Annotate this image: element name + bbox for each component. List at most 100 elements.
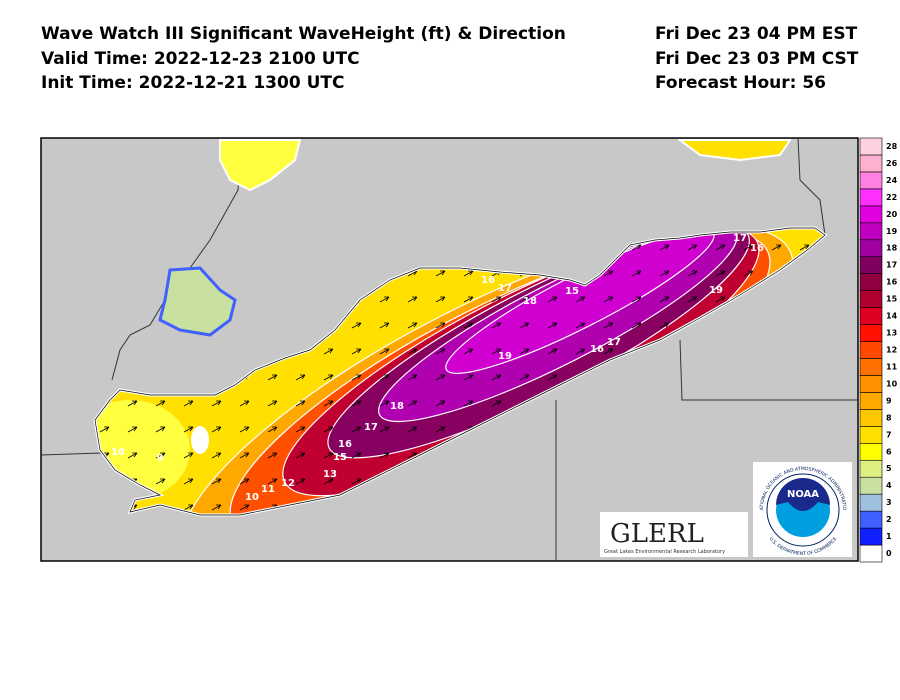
wave-direction-arrow bbox=[183, 478, 194, 485]
colorbar-label: 6 bbox=[886, 447, 892, 456]
wave-direction-arrow bbox=[519, 296, 530, 303]
colorbar-swatch bbox=[859, 341, 883, 359]
wave-direction-arrow bbox=[575, 322, 586, 329]
contour-label: 17 bbox=[733, 233, 747, 244]
wave-direction-arrow bbox=[127, 452, 138, 459]
colorbar-swatch bbox=[859, 239, 883, 258]
wave-direction-arrow bbox=[491, 374, 502, 381]
wave-direction-arrow bbox=[183, 452, 194, 459]
colorbar-swatch bbox=[859, 256, 883, 274]
wave-direction-arrow bbox=[155, 400, 166, 407]
wave-direction-arrow bbox=[351, 452, 362, 459]
wave-direction-arrow bbox=[295, 478, 306, 485]
wave-direction-arrow bbox=[463, 270, 474, 277]
valid-time: Valid Time: 2022-12-23 2100 UTC bbox=[41, 49, 360, 69]
local-time: Fri Dec 23 03 PM CST bbox=[655, 49, 859, 69]
glerl-logo: GLERL Great Lakes Environmental Research… bbox=[600, 512, 748, 557]
wave-direction-arrow bbox=[687, 296, 698, 303]
wave-direction-arrow bbox=[659, 270, 670, 277]
wave-direction-arrow bbox=[743, 270, 754, 277]
wave-field bbox=[95, 228, 825, 515]
logo-box bbox=[600, 512, 748, 557]
colorbar-swatch bbox=[859, 273, 883, 291]
wave-direction-arrow bbox=[603, 296, 614, 303]
colorbar-swatch bbox=[859, 154, 883, 173]
colorbar-label: 15 bbox=[886, 295, 898, 304]
wave-direction-arrow bbox=[211, 478, 222, 485]
colorbar-swatch bbox=[859, 527, 883, 546]
title: Wave Watch III Significant WaveHeight (f… bbox=[41, 24, 566, 44]
colorbar-label: 4 bbox=[886, 481, 892, 490]
contour-label: 19 bbox=[709, 285, 723, 296]
colorbar-label: 14 bbox=[886, 312, 898, 321]
wave-direction-arrow bbox=[211, 426, 222, 433]
wave-direction-arrow bbox=[547, 374, 558, 381]
wave-direction-arrow bbox=[323, 374, 334, 381]
wave-direction-arrow bbox=[295, 400, 306, 407]
contour-label: 10 bbox=[245, 492, 259, 503]
wave-direction-arrow bbox=[183, 504, 194, 511]
contour-label: 19 bbox=[498, 351, 512, 362]
wave-direction-arrow bbox=[463, 374, 474, 381]
colorbar-label: 18 bbox=[886, 244, 898, 253]
wave-direction-arrow bbox=[631, 322, 642, 329]
colorbar-swatch bbox=[859, 510, 883, 529]
glerl-full: Great Lakes Environmental Research Labor… bbox=[604, 549, 725, 555]
colorbar-swatch bbox=[859, 188, 883, 207]
wave-direction-arrow bbox=[603, 322, 614, 329]
wave-direction-arrow bbox=[519, 374, 530, 381]
wave-direction-arrow bbox=[407, 426, 418, 433]
wave-direction-arrow bbox=[351, 374, 362, 381]
colorbar-swatch bbox=[859, 358, 883, 376]
wave-direction-arrow bbox=[463, 400, 474, 407]
wave-direction-arrow bbox=[267, 400, 278, 407]
colorbar-label: 1 bbox=[886, 532, 892, 541]
wave-direction-arrow bbox=[323, 400, 334, 407]
contour-label: 17 bbox=[364, 422, 378, 433]
wave-direction-arrow bbox=[351, 348, 362, 355]
wave-direction-arrow bbox=[295, 426, 306, 433]
contour-label: 17 bbox=[498, 283, 512, 294]
wave-direction-arrow bbox=[519, 348, 530, 355]
colorbar-label: 0 bbox=[886, 549, 892, 558]
colorbar-swatch bbox=[859, 171, 883, 190]
contour-label: 16 bbox=[481, 275, 495, 286]
wave-direction-arrow bbox=[155, 426, 166, 433]
wave-direction-arrow bbox=[267, 452, 278, 459]
contour-label: 15 bbox=[565, 286, 579, 297]
colorbar-swatch bbox=[859, 442, 883, 461]
glerl-name: GLERL bbox=[610, 519, 704, 549]
wave-direction-arrow bbox=[239, 478, 250, 485]
wave-direction-arrow bbox=[211, 452, 222, 459]
wave-direction-arrow bbox=[547, 348, 558, 355]
contour-label: 16 bbox=[338, 439, 352, 450]
colorbar-label: 26 bbox=[886, 159, 898, 168]
wave-direction-arrow bbox=[575, 348, 586, 355]
wave-direction-arrow bbox=[211, 400, 222, 407]
wave-direction-arrow bbox=[715, 296, 726, 303]
small-lakes bbox=[158, 139, 792, 337]
colorbar-swatch bbox=[859, 222, 883, 241]
wave-direction-arrow bbox=[267, 426, 278, 433]
wave-direction-arrow bbox=[267, 374, 278, 381]
contour-label: 16 bbox=[750, 243, 764, 254]
wave-direction-arrow bbox=[659, 322, 670, 329]
colorbar-swatch bbox=[859, 205, 883, 224]
colorbar-label: 7 bbox=[886, 430, 892, 439]
colorbar-label: 9 bbox=[886, 396, 892, 405]
colorbar-label: 10 bbox=[886, 379, 898, 388]
wave-direction-arrow bbox=[239, 452, 250, 459]
colorbar-label: 12 bbox=[886, 346, 897, 355]
wave-direction-arrow bbox=[295, 374, 306, 381]
colorbar-swatch bbox=[859, 392, 883, 410]
contour-label: 15 bbox=[333, 452, 347, 463]
colorbar-swatch bbox=[859, 137, 883, 156]
colorbar-label: 19 bbox=[886, 227, 898, 236]
wave-direction-arrow bbox=[435, 296, 446, 303]
init-time: Init Time: 2022-12-21 1300 UTC bbox=[41, 73, 344, 93]
wave-direction-arrow bbox=[435, 400, 446, 407]
wave-direction-arrow bbox=[379, 296, 390, 303]
wave-direction-arrow bbox=[687, 270, 698, 277]
wave-direction-arrow bbox=[239, 400, 250, 407]
colorbar-label: 28 bbox=[886, 142, 898, 151]
